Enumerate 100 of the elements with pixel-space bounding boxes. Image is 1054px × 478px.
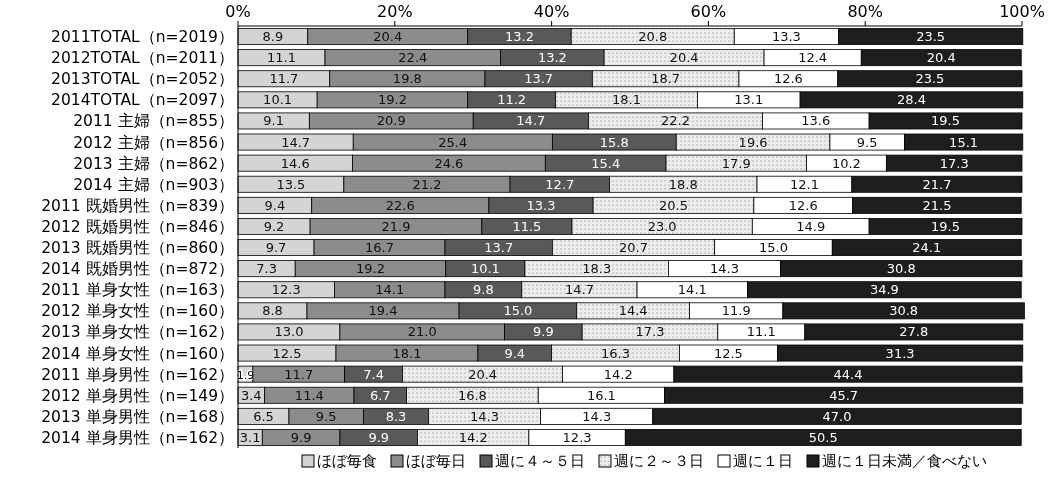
data-label: 14.7	[516, 113, 546, 129]
y-tick-label: 2014 単身女性（n=160）	[41, 344, 234, 363]
data-label: 7.3	[256, 261, 277, 277]
data-label: 9.9	[368, 429, 390, 445]
data-label: 18.1	[612, 92, 641, 108]
y-tick-label: 2014 主婦（n=903）	[73, 175, 234, 194]
data-label: 30.8	[886, 261, 916, 277]
x-tick-label: 20%	[377, 2, 413, 21]
data-label: 6.5	[253, 408, 274, 424]
data-label: 14.7	[281, 134, 311, 150]
data-label: 17.3	[635, 324, 665, 340]
data-label: 13.6	[801, 113, 831, 129]
data-label: 18.8	[668, 176, 698, 192]
data-label: 22.2	[661, 113, 690, 129]
data-label: 12.5	[272, 345, 302, 361]
data-label: 6.7	[369, 387, 391, 403]
data-label: 15.4	[591, 155, 621, 171]
data-label: 20.7	[619, 240, 648, 256]
data-label: 12.6	[773, 71, 803, 87]
data-label: 9.4	[264, 197, 286, 213]
y-tick-label: 2013 既婚男性（n=860）	[41, 239, 234, 258]
data-label: 17.9	[721, 155, 751, 171]
data-label: 16.7	[365, 240, 394, 256]
y-tick-label: 2012 単身男性（n=149）	[41, 386, 234, 405]
data-label: 16.1	[586, 387, 616, 403]
data-label: 12.4	[798, 50, 828, 66]
data-label: 9.5	[315, 408, 337, 424]
data-label: 11.7	[269, 71, 299, 87]
data-label: 18.7	[651, 71, 681, 87]
data-label: 21.7	[922, 176, 952, 192]
y-tick-label: 2014 既婚男性（n=872）	[41, 260, 234, 279]
data-label: 7.4	[363, 366, 384, 382]
data-label: 28.4	[896, 92, 926, 108]
x-tick-label: 100%	[999, 2, 1045, 21]
data-label: 9.5	[856, 134, 878, 150]
data-label: 15.1	[949, 134, 979, 150]
data-label: 14.9	[796, 218, 826, 234]
data-label: 12.6	[788, 197, 818, 213]
data-label: 8.3	[385, 408, 407, 424]
data-label: 9.2	[263, 218, 285, 234]
data-label: 21.2	[412, 176, 442, 192]
data-label: 15.0	[759, 240, 788, 256]
data-label: 50.5	[808, 429, 838, 445]
data-label: 14.2	[458, 429, 488, 445]
y-tick-label: 2013 単身女性（n=162）	[41, 323, 234, 342]
data-label: 21.5	[922, 197, 952, 213]
data-label: 19.5	[931, 218, 961, 234]
data-label: 8.8	[262, 303, 283, 319]
data-label: 19.2	[377, 92, 407, 108]
legend-label: 週に４～５日	[495, 452, 585, 470]
y-tick-label: 2012 主婦（n=856）	[73, 133, 234, 152]
data-label: 20.4	[468, 366, 498, 382]
data-label: 11.5	[512, 218, 542, 234]
data-label: 18.3	[582, 261, 612, 277]
data-label: 13.2	[504, 29, 534, 45]
data-label: 14.2	[603, 366, 633, 382]
data-label: 14.6	[280, 155, 310, 171]
data-label: 30.8	[889, 303, 919, 319]
data-label: 20.4	[669, 50, 699, 66]
y-tick-label: 2013 単身男性（n=168）	[41, 407, 234, 426]
data-label: 19.5	[931, 113, 961, 129]
data-label: 17.3	[939, 155, 969, 171]
data-label: 10.1	[470, 261, 500, 277]
data-label: 9.8	[473, 282, 494, 298]
data-label: 14.7	[564, 282, 594, 298]
data-label: 13.7	[484, 240, 514, 256]
x-tick-label: 40%	[533, 2, 570, 21]
data-label: 13.3	[526, 197, 556, 213]
data-label: 23.5	[916, 29, 946, 45]
y-tick-label: 2012TOTAL（n=2011）	[51, 49, 234, 68]
data-label: 13.7	[524, 71, 554, 87]
data-label: 9.9	[533, 324, 554, 340]
y-tick-label: 2013 主婦（n=862）	[73, 154, 234, 173]
data-label: 11.7	[284, 366, 314, 382]
y-tick-label: 2011 単身女性（n=163）	[41, 281, 234, 300]
data-label: 3.1	[239, 429, 261, 445]
data-label: 14.3	[710, 261, 739, 277]
data-label: 12.5	[713, 345, 743, 361]
data-label: 19.4	[368, 303, 398, 319]
data-label: 14.4	[618, 303, 648, 319]
data-label: 9.4	[504, 345, 526, 361]
legend-label: 週に１日未満／食べない	[822, 452, 987, 470]
y-tick-label: 2014TOTAL（n=2097）	[51, 91, 234, 110]
x-tick-label: 60%	[690, 2, 727, 21]
y-tick-label: 2013TOTAL（n=2052）	[51, 70, 234, 89]
data-label: 13.3	[771, 29, 801, 45]
legend-label: 週に２～３日	[614, 452, 704, 470]
data-label: 24.1	[912, 240, 942, 256]
data-label: 11.1	[746, 324, 776, 340]
data-label: 11.9	[721, 303, 751, 319]
y-tick-label: 2011 単身男性（n=162）	[41, 365, 234, 384]
data-label: 45.7	[829, 387, 859, 403]
data-label: 20.4	[926, 50, 956, 66]
data-label: 12.7	[545, 176, 575, 192]
data-label: 27.8	[899, 324, 929, 340]
data-label: 23.0	[647, 218, 677, 234]
data-label: 13.0	[274, 324, 304, 340]
data-label: 14.1	[677, 282, 707, 298]
data-label: 12.3	[271, 282, 301, 298]
data-label: 16.8	[457, 387, 487, 403]
